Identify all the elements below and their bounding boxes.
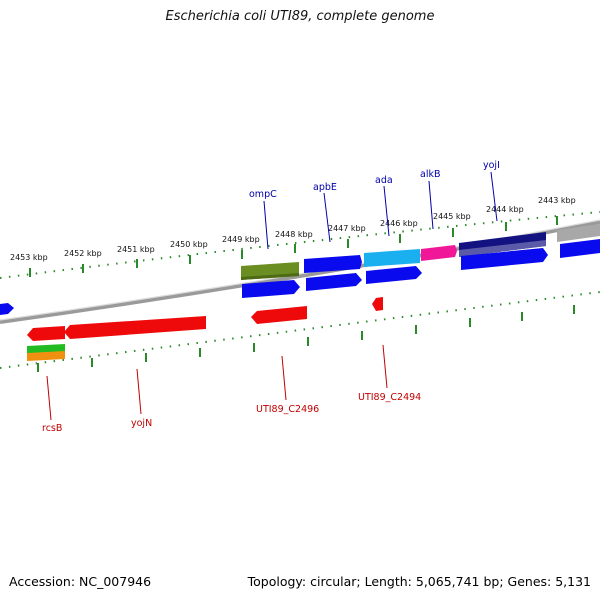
gene-label[interactable]: UTI89_C2496 <box>256 404 319 415</box>
gene-forward[interactable] <box>0 303 14 315</box>
kbp-label: 2443 kbp <box>538 196 576 205</box>
gene-rcsB[interactable] <box>27 326 65 341</box>
gene-grey[interactable] <box>557 224 600 242</box>
gene-labels-bottom: rcsB yojN UTI89_C2496 UTI89_C2494 <box>42 392 421 434</box>
gene-label[interactable]: ada <box>375 175 393 186</box>
forward-genes-row1 <box>241 224 600 280</box>
kbp-label: 2444 kbp <box>486 205 524 214</box>
label-leaders <box>46 171 498 421</box>
gene-ada[interactable] <box>364 249 420 267</box>
kbp-label: 2448 kbp <box>275 230 313 239</box>
gene-labels-top: ompC apbE ada alkB yojI <box>249 160 500 200</box>
gene-label[interactable]: yojI <box>483 160 500 171</box>
kbp-label: 2449 kbp <box>222 235 260 244</box>
gene-label[interactable]: alkB <box>420 169 440 180</box>
kbp-label: 2451 kbp <box>117 245 155 254</box>
gene-UTI89_C2496[interactable] <box>251 306 307 324</box>
gene-label[interactable]: UTI89_C2494 <box>358 392 421 403</box>
gene-forward[interactable] <box>461 248 548 270</box>
map-title: Escherichia coli UTI89, complete genome <box>165 9 435 24</box>
gene-forward[interactable] <box>366 266 422 284</box>
gene-apbE[interactable] <box>304 255 362 273</box>
kbp-label: 2453 kbp <box>10 253 48 262</box>
kbp-label: 2450 kbp <box>170 240 208 249</box>
upper-scale <box>0 211 600 279</box>
kbp-label: 2445 kbp <box>433 212 471 221</box>
topology-text: Topology: circular; Length: 5,065,741 bp… <box>247 574 591 589</box>
gene-forward[interactable] <box>560 239 600 258</box>
kbp-labels: 2453 kbp 2452 kbp 2451 kbp 2450 kbp 2449… <box>10 196 576 262</box>
kbp-label: 2446 kbp <box>380 219 418 228</box>
gene-label[interactable]: apbE <box>313 182 337 193</box>
forward-genes-row2 <box>0 239 600 315</box>
gene-yojN[interactable] <box>64 316 206 339</box>
gene-label[interactable]: yojN <box>131 418 152 429</box>
gene-forward[interactable] <box>306 273 362 291</box>
gene-UTI89_C2494[interactable] <box>372 297 383 311</box>
gene-forward[interactable] <box>242 280 300 298</box>
accession-text: Accession: NC_007946 <box>9 574 152 589</box>
kbp-label: 2447 kbp <box>328 224 366 233</box>
reverse-genes <box>27 297 383 361</box>
gene-alkB[interactable] <box>421 245 457 261</box>
kbp-label: 2452 kbp <box>64 249 102 258</box>
gene-label[interactable]: ompC <box>249 189 277 200</box>
gene-orange[interactable] <box>27 351 65 361</box>
lower-scale <box>0 291 600 372</box>
gene-label[interactable]: rcsB <box>42 423 62 434</box>
